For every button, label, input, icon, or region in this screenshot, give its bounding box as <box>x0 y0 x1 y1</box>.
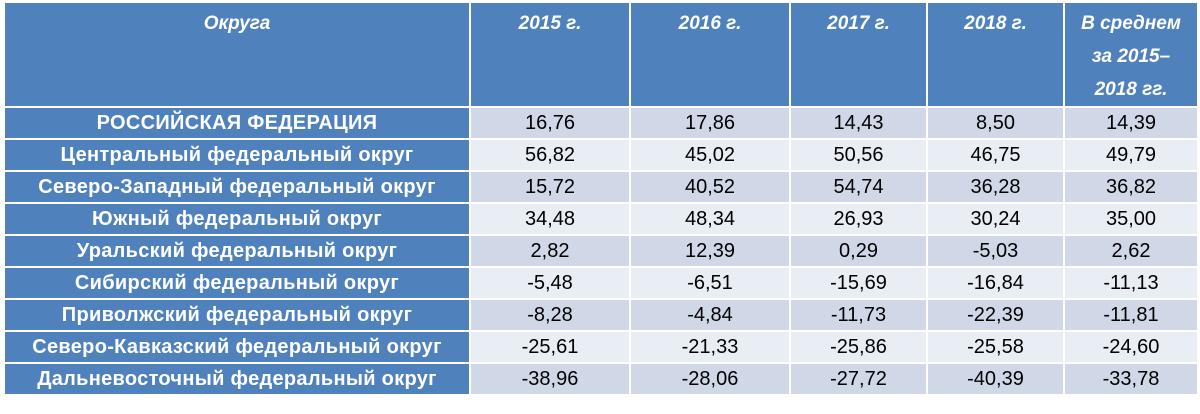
value-cell: 14,43 <box>790 106 928 139</box>
region-name-cell: Южный федеральный округ <box>5 202 471 235</box>
value-cell: 36,28 <box>927 170 1065 203</box>
region-name-cell: Приволжский федеральный округ <box>5 298 471 331</box>
table-row: Северо-Западный федеральный округ 15,72 40… <box>5 170 1197 203</box>
value-cell: 2,82 <box>470 234 631 267</box>
value-cell: 16,76 <box>470 106 631 139</box>
table-row: Приволжский федеральный округ -8,28 -4,84-… <box>5 298 1197 331</box>
region-name-cell: Северо-Западный федеральный округ <box>5 170 471 203</box>
header-row: Округа 2015 г. 2016 г. 2017 г. 2018 г. В… <box>5 3 1197 107</box>
value-cell: -25,86 <box>790 330 928 363</box>
value-cell: -4,84 <box>630 298 791 331</box>
value-cell: 17,86 <box>630 106 791 139</box>
value-cell: -33,78 <box>1064 362 1197 394</box>
value-cell: -27,72 <box>790 362 928 394</box>
value-cell: 30,24 <box>927 202 1065 235</box>
table-body: РОССИЙСКАЯ ФЕДЕРАЦИЯ 16,76 17,86 14,43 8,50 1… <box>5 106 1197 394</box>
table-row: Южный федеральный округ 34,48 48,34 26,93 30… <box>5 202 1197 235</box>
value-cell: -25,58 <box>927 330 1065 363</box>
value-cell: 15,72 <box>470 170 631 203</box>
value-cell: 14,39 <box>1064 106 1197 139</box>
region-name-cell: Центральный федеральный округ <box>5 138 471 171</box>
value-cell: -6,51 <box>630 266 791 299</box>
value-cell: -40,39 <box>927 362 1065 394</box>
value-cell: 8,50 <box>927 106 1065 139</box>
column-header-average: В среднем за 2015–2018 гг. <box>1064 3 1197 107</box>
table-row: Сибирский федеральный округ -5,48 -6,51 -15… <box>5 266 1197 299</box>
value-cell: -11,81 <box>1064 298 1197 331</box>
value-cell: -5,48 <box>470 266 631 299</box>
value-cell: 46,75 <box>927 138 1065 171</box>
table-container: Округа 2015 г. 2016 г. 2017 г. 2018 г. В… <box>0 3 1200 414</box>
column-header-2018: 2018 г. <box>927 3 1065 107</box>
value-cell: -15,69 <box>790 266 928 299</box>
value-cell: 2,62 <box>1064 234 1197 267</box>
value-cell: 12,39 <box>630 234 791 267</box>
column-header-2015: 2015 г. <box>470 3 631 107</box>
value-cell: 45,02 <box>630 138 791 171</box>
region-name-cell: Северо-Кавказский федеральный округ <box>5 330 471 363</box>
table-row: Уральский федеральный округ 2,82 12,39 0,29… <box>5 234 1197 267</box>
value-cell: 40,52 <box>630 170 791 203</box>
region-name-cell: РОССИЙСКАЯ ФЕДЕРАЦИЯ <box>5 106 471 139</box>
data-table: Округа 2015 г. 2016 г. 2017 г. 2018 г. В… <box>5 3 1197 394</box>
table-row: Центральный федеральный округ 56,82 45,02 5… <box>5 138 1197 171</box>
value-cell: -24,60 <box>1064 330 1197 363</box>
column-header-region: Округа <box>5 3 471 107</box>
value-cell: 56,82 <box>470 138 631 171</box>
region-name-cell: Сибирский федеральный округ <box>5 266 471 299</box>
value-cell: 49,79 <box>1064 138 1197 171</box>
value-cell: 35,00 <box>1064 202 1197 235</box>
column-header-2016: 2016 г. <box>630 3 791 107</box>
value-cell: -22,39 <box>927 298 1065 331</box>
value-cell: 34,48 <box>470 202 631 235</box>
value-cell: 36,82 <box>1064 170 1197 203</box>
value-cell: -11,13 <box>1064 266 1197 299</box>
value-cell: -16,84 <box>927 266 1065 299</box>
value-cell: 48,34 <box>630 202 791 235</box>
value-cell: -5,03 <box>927 234 1065 267</box>
table-row: Дальневосточный федеральный округ -38,96-… <box>5 362 1197 394</box>
table-row: РОССИЙСКАЯ ФЕДЕРАЦИЯ 16,76 17,86 14,43 8,50 1… <box>5 106 1197 139</box>
column-header-2017: 2017 г. <box>790 3 928 107</box>
value-cell: 54,74 <box>790 170 928 203</box>
value-cell: 26,93 <box>790 202 928 235</box>
region-name-cell: Уральский федеральный округ <box>5 234 471 267</box>
value-cell: -11,73 <box>790 298 928 331</box>
value-cell: -28,06 <box>630 362 791 394</box>
value-cell: 50,56 <box>790 138 928 171</box>
table-row: Северо-Кавказский федеральный округ -25,6… <box>5 330 1197 363</box>
value-cell: -25,61 <box>470 330 631 363</box>
region-name-cell: Дальневосточный федеральный округ <box>5 362 471 394</box>
value-cell: -38,96 <box>470 362 631 394</box>
value-cell: 0,29 <box>790 234 928 267</box>
value-cell: -8,28 <box>470 298 631 331</box>
value-cell: -21,33 <box>630 330 791 363</box>
